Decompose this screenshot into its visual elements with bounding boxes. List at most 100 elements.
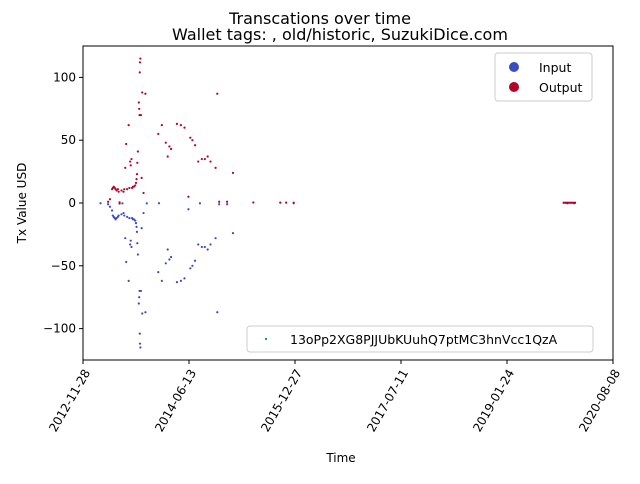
data-point-output xyxy=(203,157,206,161)
y-tick-label: 50 xyxy=(61,133,76,147)
data-point-output xyxy=(562,201,565,204)
data-point-output xyxy=(169,147,173,151)
data-point-output xyxy=(138,107,141,110)
data-point-input xyxy=(142,211,145,215)
data-point-output xyxy=(141,91,144,94)
data-point-output xyxy=(138,61,142,64)
legend-label-address: 13oPp2XG8PJJUbKUuhQ7ptMC3hnVcc1QzA xyxy=(290,332,558,347)
data-point-output xyxy=(566,201,569,204)
data-point-input xyxy=(216,311,219,314)
legend-label-output: Output xyxy=(539,80,583,95)
y-tick-label: 100 xyxy=(53,70,76,84)
data-point-input xyxy=(179,279,182,282)
data-point-input xyxy=(123,214,126,217)
data-point-output xyxy=(139,113,143,117)
data-point-input xyxy=(121,202,124,205)
data-point-output xyxy=(123,188,126,191)
data-point-output xyxy=(292,201,295,204)
data-point-output xyxy=(139,57,142,60)
data-point-input xyxy=(168,258,171,261)
data-point-output xyxy=(189,136,192,139)
data-point-input xyxy=(128,216,131,220)
data-point-output xyxy=(191,139,194,142)
y-tick-label: −100 xyxy=(43,322,76,336)
data-point-input xyxy=(169,255,173,259)
chart-subtitle: Wallet tags: , old/historic, SuzukiDice.… xyxy=(172,25,508,44)
data-point-output xyxy=(193,144,197,147)
data-point-input xyxy=(175,281,179,284)
y-axis-label: Tx Value USD xyxy=(15,163,29,245)
data-point-input xyxy=(135,230,139,233)
data-point-input xyxy=(138,332,141,335)
data-point-output xyxy=(128,186,131,190)
data-point-input xyxy=(160,279,163,282)
data-point-input xyxy=(166,248,169,251)
data-point-output xyxy=(157,132,160,136)
data-point-output xyxy=(138,71,141,74)
data-point-output xyxy=(135,178,138,181)
data-point-input xyxy=(136,253,139,256)
data-point-output xyxy=(164,141,167,144)
data-point-output xyxy=(187,195,190,198)
data-point-input xyxy=(122,211,125,215)
data-point-output xyxy=(116,188,119,191)
data-point-input xyxy=(157,202,161,205)
data-point-output xyxy=(225,200,229,203)
data-point-input xyxy=(140,227,143,230)
legend-marker-address xyxy=(264,337,268,341)
data-point-output xyxy=(175,122,179,125)
data-point-output xyxy=(118,201,121,204)
data-point-input xyxy=(120,213,123,216)
data-point-input xyxy=(134,219,137,222)
data-point-output xyxy=(108,198,112,201)
data-point-output xyxy=(144,92,147,95)
data-point-output xyxy=(129,164,132,167)
data-point-output xyxy=(200,157,203,161)
data-point-output xyxy=(179,124,182,127)
data-point-input xyxy=(231,232,235,235)
data-point-input xyxy=(129,243,132,246)
data-point-output xyxy=(124,166,127,169)
data-point-output xyxy=(168,145,171,148)
data-point-output xyxy=(568,201,571,204)
data-point-output xyxy=(134,184,137,187)
data-point-input xyxy=(183,277,186,280)
data-point-output xyxy=(140,176,143,179)
data-point-output xyxy=(197,160,200,163)
chart-title: Transcations over time xyxy=(228,9,411,28)
data-point-output xyxy=(136,161,139,164)
x-axis-label: Time xyxy=(325,451,355,465)
legend-marker-input xyxy=(509,62,519,72)
data-point-input xyxy=(106,203,110,206)
data-point-output xyxy=(216,92,219,95)
data-point-input xyxy=(108,205,112,208)
data-point-input xyxy=(164,262,167,265)
data-point-output xyxy=(117,190,120,193)
data-point-input xyxy=(138,342,142,345)
data-point-input xyxy=(197,243,200,246)
data-point-output xyxy=(120,189,123,192)
data-point-input xyxy=(137,302,140,305)
legend-marker-output xyxy=(509,82,519,92)
data-point-output xyxy=(285,201,288,204)
y-axis: −100 −50 0 50 100 xyxy=(43,70,83,336)
data-point-output xyxy=(137,101,140,104)
data-points xyxy=(99,57,577,349)
series-legend: Input Output xyxy=(494,52,593,102)
data-point-output xyxy=(134,181,138,185)
data-point-output xyxy=(135,173,139,176)
data-point-output xyxy=(127,124,130,127)
data-point-input xyxy=(139,346,142,349)
data-point-input xyxy=(187,208,190,211)
data-point-output xyxy=(572,201,575,204)
data-point-input xyxy=(141,312,144,315)
data-point-output xyxy=(106,200,110,203)
data-point-input xyxy=(117,214,120,217)
data-point-input xyxy=(203,245,206,249)
data-point-input xyxy=(126,215,129,218)
data-point-input xyxy=(139,289,143,293)
data-point-output xyxy=(209,160,212,163)
data-point-output xyxy=(252,201,255,204)
data-point-output xyxy=(136,150,139,153)
